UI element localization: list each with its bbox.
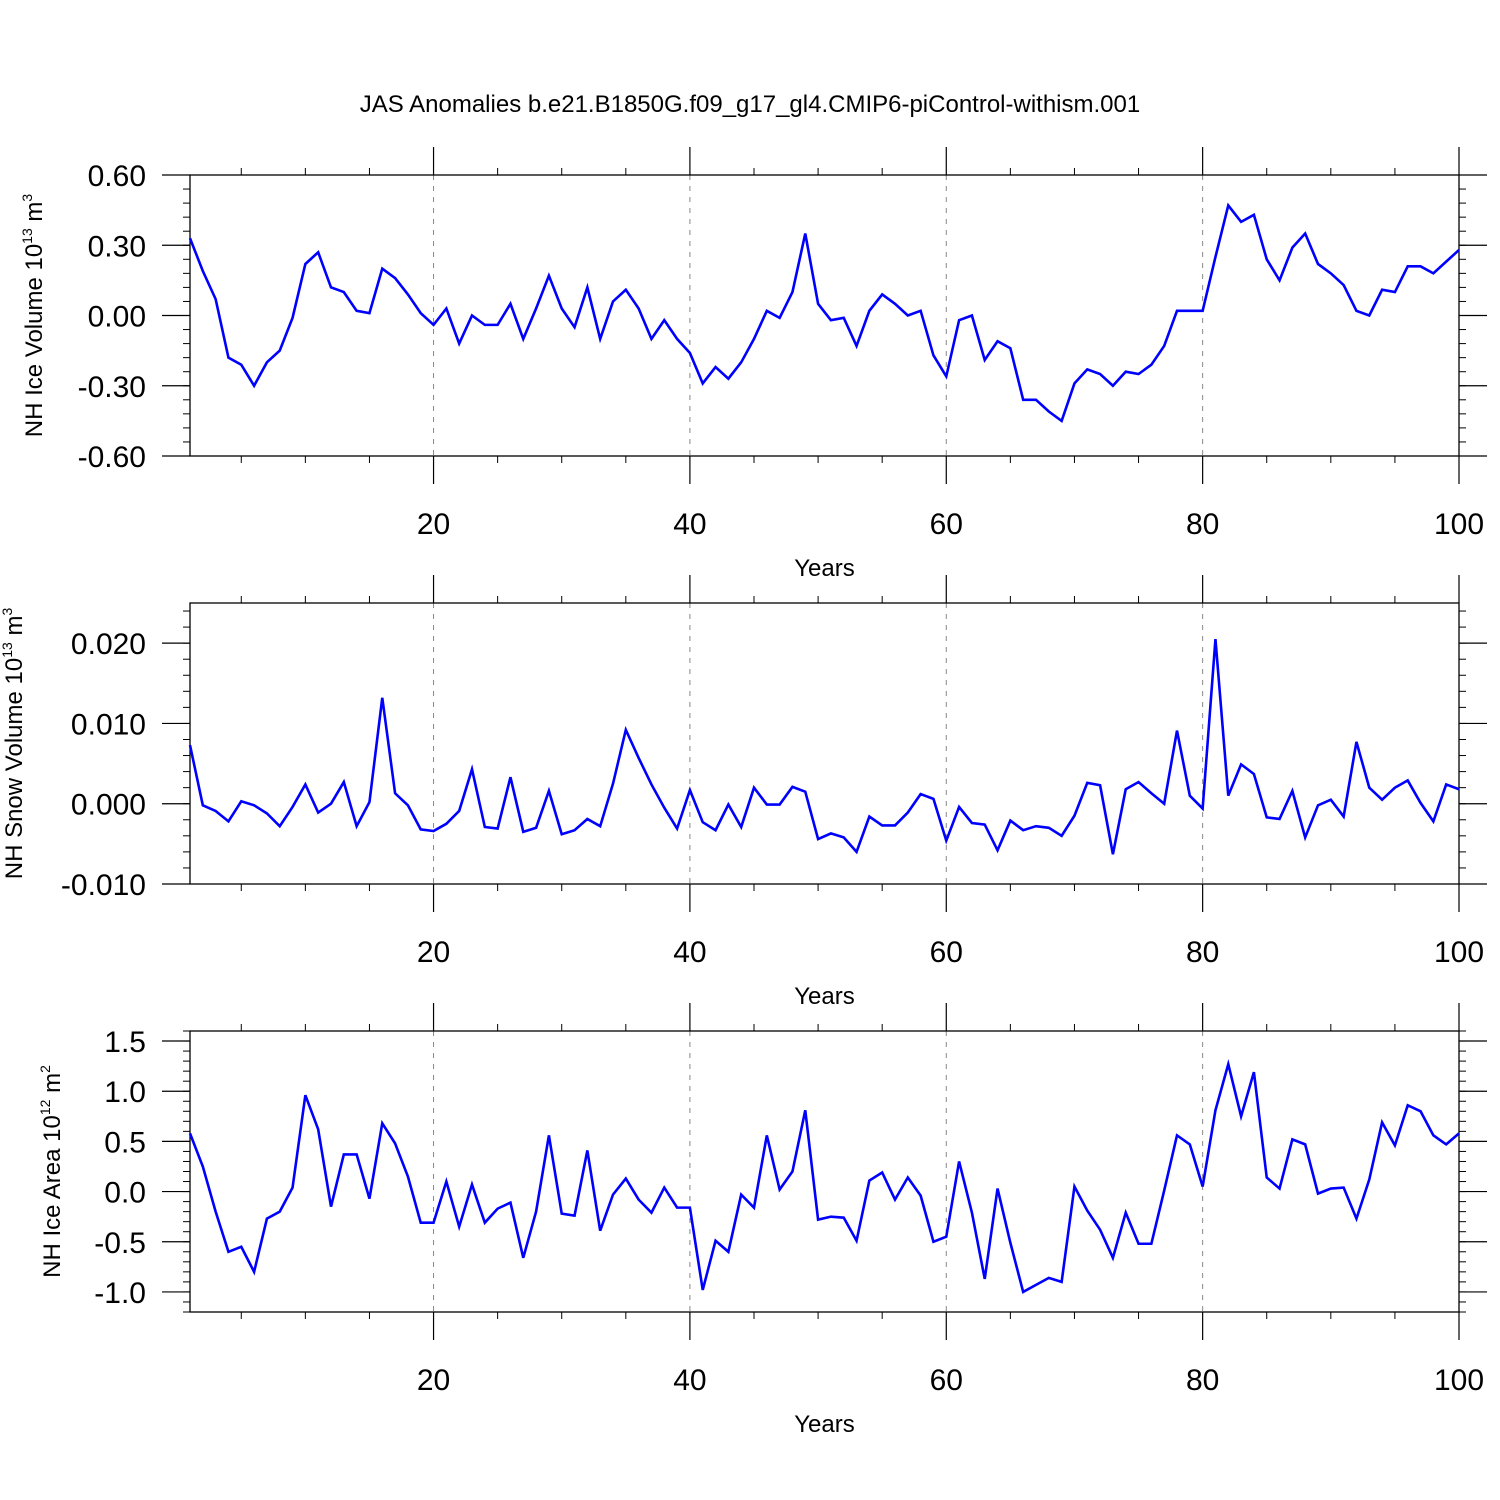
x-axis-label: Years	[794, 555, 855, 582]
y-tick-label: 0.0	[104, 1177, 146, 1210]
y-tick-label: 0.60	[88, 160, 146, 193]
y-tick-label: 1.5	[104, 1026, 146, 1059]
y-tick-label: -1.0	[94, 1277, 146, 1310]
plot-frame	[189, 1030, 1460, 1313]
panel-1: 20 40 60 80 100 -0.60 -0.30 0.00 0.30 0.60 Years NH…	[19, 147, 1487, 582]
y-tick-label: 1.0	[104, 1076, 146, 1109]
y-axis-label: NH Snow Volume 1013 m3	[0, 608, 28, 880]
y-tick-label: 0.00	[88, 301, 146, 334]
y-tick-label: -0.30	[78, 371, 146, 404]
x-tick-label: 100	[1434, 508, 1484, 541]
x-tick-label: 40	[673, 1364, 706, 1397]
x-tick-label: 60	[930, 936, 963, 969]
plot-frame	[189, 174, 1460, 457]
x-tick-label: 80	[1186, 1364, 1219, 1397]
y-tick-label: 0.5	[104, 1126, 146, 1159]
x-tick-label: 20	[417, 936, 450, 969]
x-tick-label: 20	[417, 508, 450, 541]
y-tick-label: -0.010	[61, 869, 146, 902]
x-axis-label: Years	[794, 983, 855, 1010]
x-tick-label: 20	[417, 1364, 450, 1397]
y-tick-label: 0.020	[71, 628, 146, 661]
x-tick-label: 100	[1434, 936, 1484, 969]
data-series-line	[188, 202, 1460, 423]
plot-frame	[189, 602, 1460, 885]
x-tick-label: 60	[930, 508, 963, 541]
ticks	[162, 147, 1487, 484]
panel-3: 20 40 60 80 100 -1.0 -0.5 0.0 0.5 1.0 1.5 Years NH I…	[37, 1003, 1487, 1438]
y-tick-label: 0.30	[88, 230, 146, 263]
ticks	[162, 1003, 1487, 1340]
x-tick-label: 100	[1434, 1364, 1484, 1397]
y-tick-label: -0.60	[78, 441, 146, 474]
x-tick-label: 80	[1186, 508, 1219, 541]
y-axis-label: NH Ice Volume 1013 m3	[19, 194, 48, 438]
y-tick-label: -0.5	[94, 1227, 146, 1260]
chart-title: JAS Anomalies b.e21.B1850G.f09_g17_gl4.C…	[360, 91, 1140, 118]
ticks	[162, 575, 1487, 912]
x-tick-label: 40	[673, 936, 706, 969]
y-axis-label: NH Ice Area 1012 m2	[37, 1065, 66, 1278]
x-tick-label: 60	[930, 1364, 963, 1397]
panels: 20 40 60 80 100 -0.60 -0.30 0.00 0.30 0.60 Years NH…	[0, 147, 1487, 1438]
y-tick-label: 0.010	[71, 708, 146, 741]
data-series-line	[188, 1058, 1460, 1294]
data-series-line	[188, 639, 1460, 855]
x-tick-label: 40	[673, 508, 706, 541]
y-tick-label: 0.000	[71, 789, 146, 822]
x-axis-label: Years	[794, 1411, 855, 1438]
x-tick-label: 80	[1186, 936, 1219, 969]
panel-2: 20 40 60 80 100 -0.010 0.000 0.010 0.020 Years NH …	[0, 575, 1487, 1010]
